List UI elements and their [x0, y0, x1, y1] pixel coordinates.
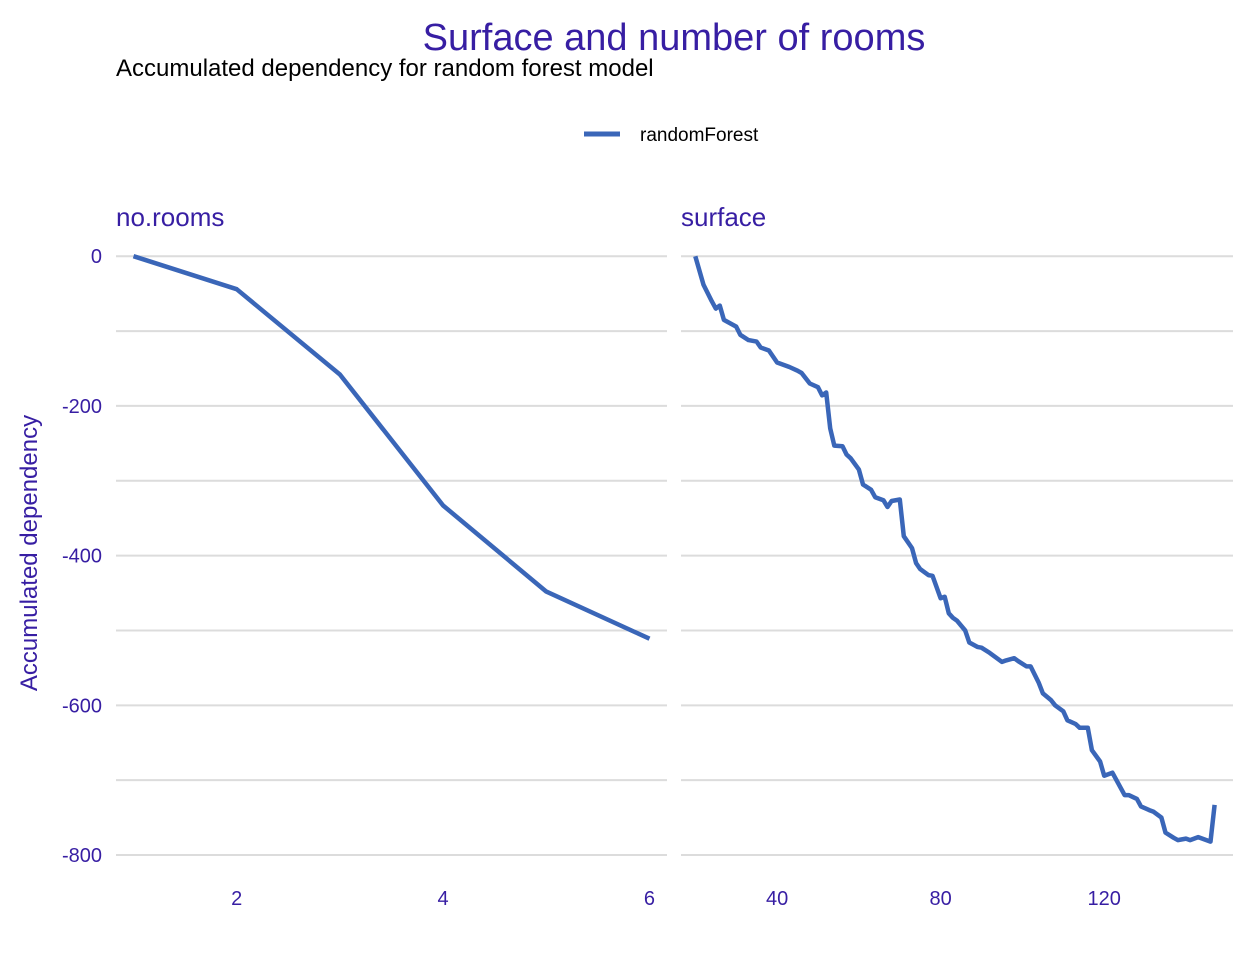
legend: randomForest [584, 125, 759, 146]
panel-surface: surface 40 80 120 [681, 202, 1233, 910]
series-no-rooms [132, 254, 651, 641]
gridlines-surface [681, 255, 1233, 857]
gridlines-no-rooms [116, 255, 667, 857]
x-tick-labels-surface: 40 80 120 [766, 888, 1121, 910]
series-line-randomForest [693, 255, 1217, 844]
chart-title: Surface and number of rooms [423, 17, 926, 59]
y-tick-label: -400 [62, 546, 102, 568]
x-tick-label: 80 [930, 888, 952, 910]
x-tick-label: 2 [231, 888, 242, 910]
panel-title-no-rooms: no.rooms [116, 202, 224, 232]
series-surface [693, 255, 1217, 844]
panel-title-surface: surface [681, 202, 766, 232]
chart-subtitle: Accumulated dependency for random forest… [116, 55, 654, 82]
x-tick-label: 120 [1088, 888, 1121, 910]
y-tick-label: -200 [62, 396, 102, 418]
panel-no-rooms: no.rooms 2 4 6 [116, 202, 667, 910]
x-tick-labels-no-rooms: 2 4 6 [231, 888, 655, 910]
y-tick-label: -600 [62, 695, 102, 717]
y-tick-labels: 0 -200 -400 -600 -800 [62, 246, 102, 867]
x-tick-label: 4 [438, 888, 449, 910]
y-tick-label: -800 [62, 845, 102, 867]
x-tick-label: 6 [644, 888, 655, 910]
y-axis-label: Accumulated dependency [16, 415, 43, 691]
y-tick-label: 0 [91, 246, 102, 268]
series-line-randomForest [132, 254, 651, 641]
legend-label: randomForest [640, 125, 759, 146]
x-tick-label: 40 [766, 888, 788, 910]
